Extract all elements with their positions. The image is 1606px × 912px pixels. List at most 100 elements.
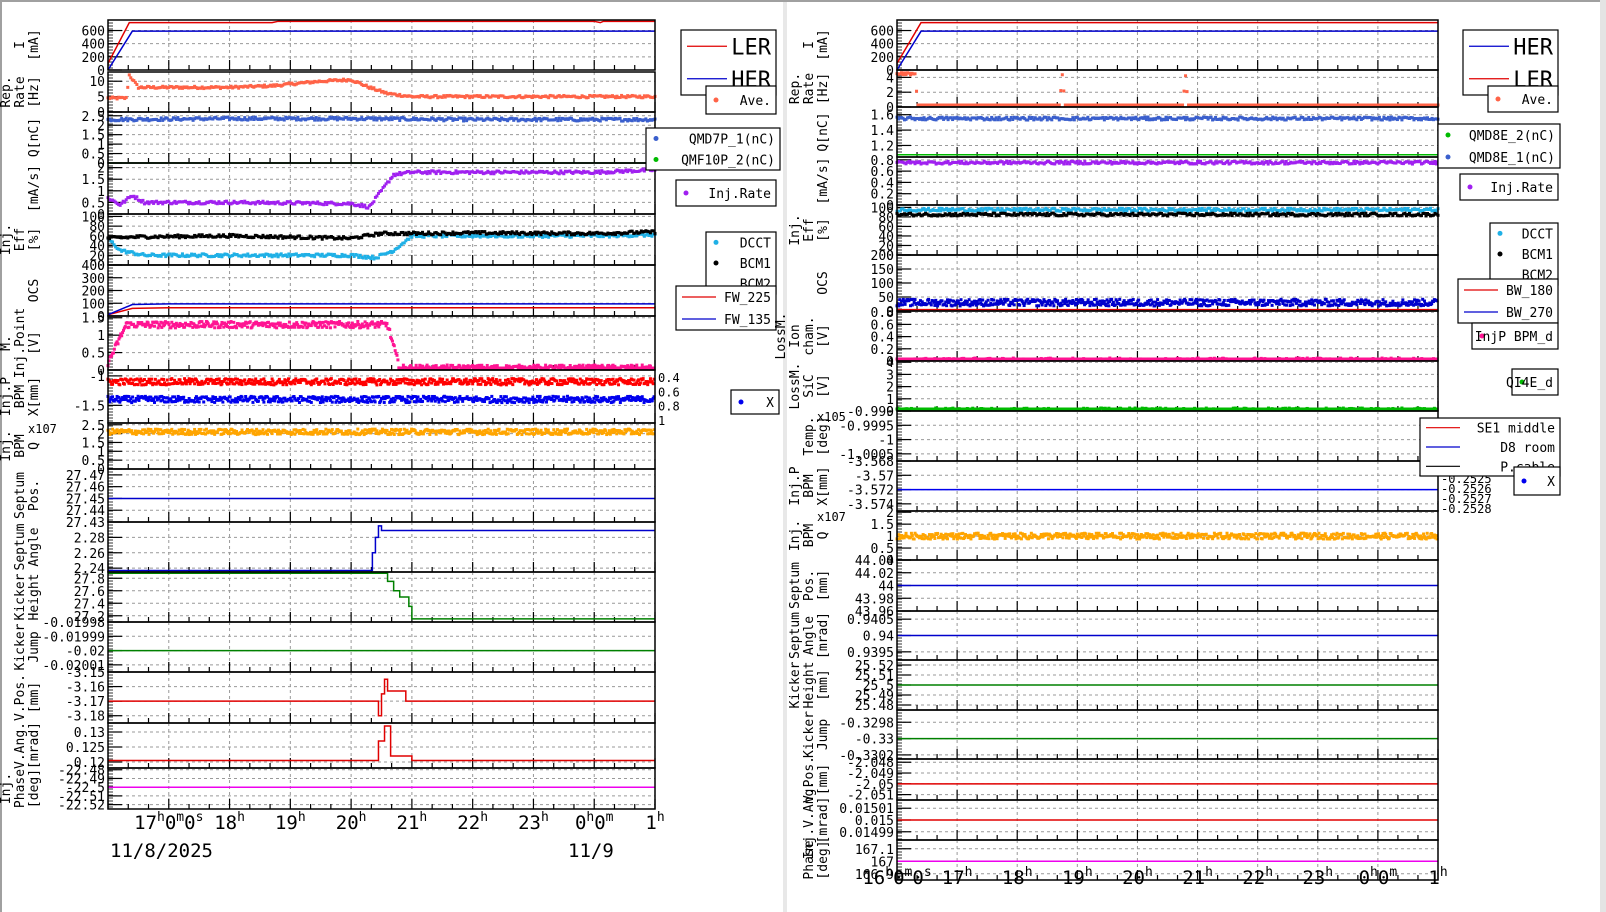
y-tick-label: 27.47 [66,469,105,484]
y-axis-label: Septum [788,612,803,659]
y-tick-label: -3.574 [847,498,894,513]
series-ave- [106,73,657,101]
y-axis-label: Inj.V.Ang. [802,781,817,859]
legend-label: FW_135 [724,313,771,328]
y-axis-label: [deg] [816,840,831,879]
subplot-rep-rate-hz: 024 Rep. Rate [Hz] [788,69,1440,116]
series-bcm1 [895,211,1440,218]
y-tick-label: 4 [886,356,894,371]
legend-label: Ave. [1522,93,1553,108]
series-inj-rate [106,167,657,210]
legend-qi4e-d: QI4E_d [1506,368,1559,396]
y-axis-label: Pos. [27,480,42,511]
y-tick-label: 0 [97,364,105,379]
subplot--ma-s: 00.20.40.60.8 [mA/s] [816,154,1440,214]
y-axis-label: [mrad] [816,612,831,659]
subplot-temp-deg: -1.0005-1-0.9995-0.999 Temp. [deg]x105 [802,405,1439,463]
subplot-kicker-jump: -0.02001-0.02-0.01999-0.01998 Kicker Jump [13,616,656,674]
y-axis-label: OCS [27,279,42,302]
y-axis-label: Eff [802,218,817,241]
series-inj-rate [895,159,1440,166]
y-tick-label: 150 [871,263,894,278]
y-tick-label: 0.8 [871,306,894,321]
y-axis-label: OCS [816,271,831,294]
y-tick-label: 1 [97,185,105,200]
y-tick-label: 0.5 [871,542,894,557]
legend-label: QMD8E_1(nC) [1469,151,1555,166]
x-tick-label: 21h [397,810,428,834]
y-tick-label: 27.6 [74,585,105,600]
x-tick-label: 21h [1182,865,1213,889]
y-axis-label: Septum [13,472,28,519]
y-axis-label: LossM. [774,313,789,360]
y-axis-label: [mA/s] [27,165,42,212]
y-axis-label: [mA/s] [816,158,831,205]
y-tick-label: 1 [97,329,105,344]
y-tick-label: 300 [82,272,105,287]
legend-ave-: Ave. [705,85,777,115]
y-tick-label: -0.02001 [42,659,105,674]
legend-label: QMF10P_2(nC) [681,154,775,169]
y-tick-label: 2 [886,86,894,101]
legend-dot-icon [1497,251,1503,257]
series-angle [108,525,655,572]
y-tick-label: -3.17 [66,695,105,710]
y-tick-label: 0 [97,208,105,223]
legend-label: BCM1 [1522,248,1553,263]
y-tick-label: -22.52 [58,799,105,814]
y-tick-label: 1.5 [871,518,894,533]
y-axis-label: Height [802,662,817,709]
y-tick-label: 1 [886,393,894,408]
y2-tick-label: -0.2528 [1441,502,1492,516]
y-axis-label: cham. [802,316,817,355]
legend-label: LER [731,35,771,60]
x-tick-label: 22h [1242,865,1273,889]
x-tick-label: 23h [518,810,549,834]
y-tick-label: -3.15 [66,666,105,681]
y-axis-label: Angle [27,527,42,566]
y-axis-label: [deg] [816,416,831,455]
subplot-kicker-height: 27.227.427.627.8 Kicker Height [13,571,656,625]
y-tick-label: -0.02 [66,645,105,660]
y-tick-label: 2.5 [82,110,105,125]
y-tick-label: 25.48 [855,699,894,714]
y-tick-label: 0.5 [82,148,105,163]
legend-dot-icon [713,260,719,266]
window-top-border [0,0,1606,2]
series-ler [896,21,1438,64]
window-right-scrollbar[interactable] [1600,0,1606,912]
x-tick-label: 22h [457,810,488,834]
x-tick-label: 19h [275,810,306,834]
y-tick-label: -3.57 [855,469,894,484]
legend-label: X [766,396,774,411]
y-axis-label: Rate [13,76,28,107]
y-tick-label: 60 [89,230,105,245]
y-axis-label: BPM [802,474,817,498]
y-tick-label: 60 [878,220,894,235]
y-axis-label: Jump [816,719,831,750]
y-tick-label: 2.24 [74,562,105,577]
y-tick-label: 0.9405 [847,613,894,628]
legend-label: D8 room [1500,441,1555,456]
y-tick-label: 2 [886,506,894,521]
y-axis-label: Inj.Point [13,308,28,378]
y-tick-label: -2.049 [847,767,894,782]
y-tick-label: -3.568 [847,455,894,470]
legend-ave-: Ave. [1487,85,1559,113]
y-axis-label: Kicker [13,573,28,620]
series-q [895,531,1439,541]
y-tick-label: 40 [89,240,105,255]
y-tick-label: 2.26 [74,547,105,562]
legend-inj-rate: Inj.Rate [675,179,777,207]
y2-tick-label: -0.2527 [1441,492,1492,506]
subplot-v-pos-mm: -2.051-2.05-2.049-2.048 V.Pos. [mm] [802,756,1439,804]
y-tick-label: 0 [97,157,105,172]
y-axis-label: Kicker [788,661,803,708]
y-tick-label: 1 [97,445,105,460]
y-tick-label: 0.01499 [839,826,894,841]
y-axis-label: BPM [13,434,28,458]
legend-dot-icon [1445,154,1451,160]
legend-bw-180-bw-270: BW_180 BW_270 [1457,278,1559,324]
